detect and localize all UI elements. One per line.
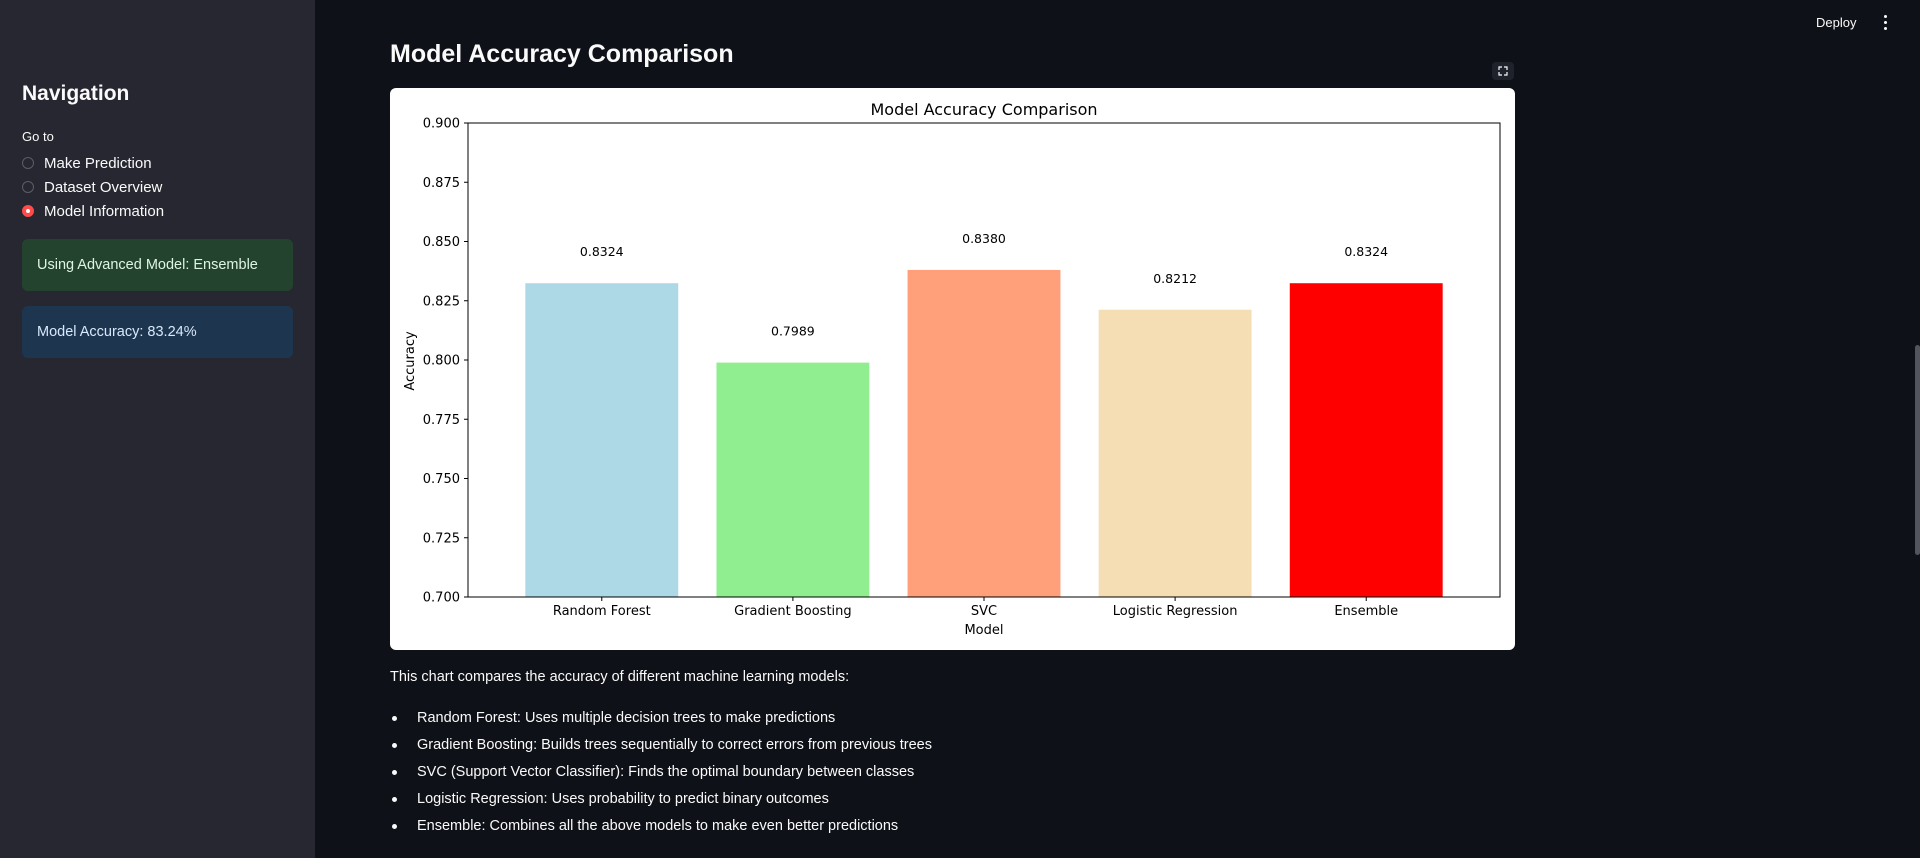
goto-label: Go to xyxy=(22,129,54,144)
radio-selected-icon xyxy=(22,205,34,217)
radio-label: Model Information xyxy=(44,202,165,220)
success-alert-text: Using Advanced Model: Ensemble xyxy=(37,257,258,273)
bar-value-label: 0.8324 xyxy=(1344,244,1388,259)
bar xyxy=(716,362,870,597)
bar-chart: Model Accuracy Comparison Model Accuracy… xyxy=(403,100,1501,638)
list-item: Random Forest: Uses multiple decision tr… xyxy=(390,705,932,732)
y-tick-label: 0.750 xyxy=(423,472,460,487)
fullscreen-icon[interactable] xyxy=(1492,62,1514,80)
scrollbar-thumb[interactable] xyxy=(1915,345,1920,555)
y-tick-label: 0.800 xyxy=(423,354,460,369)
y-tick-label: 0.825 xyxy=(423,294,460,309)
radio-label: Make Prediction xyxy=(44,154,152,172)
page-title: Model Accuracy Comparison xyxy=(390,40,734,68)
x-ticks-group: Random Forest Gradient Boosting SVC Logisti… xyxy=(553,597,1398,619)
radio-make-prediction[interactable]: Make Prediction xyxy=(22,152,152,174)
x-tick-label: Ensemble xyxy=(1334,604,1398,619)
bar xyxy=(525,283,679,597)
bar xyxy=(1098,309,1252,597)
y-tick-label: 0.900 xyxy=(423,117,460,132)
list-item: Ensemble: Combines all the above models … xyxy=(390,813,932,840)
sidebar: Navigation Go to Make Prediction Dataset… xyxy=(0,0,315,858)
info-alert-text: Model Accuracy: 83.24% xyxy=(37,324,197,340)
list-item: Gradient Boosting: Builds trees sequenti… xyxy=(390,732,932,759)
bar xyxy=(907,269,1061,597)
bar-value-label: 0.7989 xyxy=(771,324,815,339)
radio-model-information[interactable]: Model Information xyxy=(22,200,164,222)
model-description-list: Random Forest: Uses multiple decision tr… xyxy=(390,705,932,840)
sidebar-title: Navigation xyxy=(22,82,130,105)
y-tick-label: 0.875 xyxy=(423,176,460,191)
bar-value-label: 0.8380 xyxy=(962,231,1006,246)
y-tick-label: 0.700 xyxy=(423,591,460,606)
chart-card: Model Accuracy Comparison Model Accuracy… xyxy=(390,88,1515,650)
y-tick-label: 0.850 xyxy=(423,235,460,250)
radio-circle-icon xyxy=(22,181,34,193)
bar-value-label: 0.8212 xyxy=(1153,271,1197,286)
x-tick-label: Logistic Regression xyxy=(1113,604,1238,619)
x-axis-label: Model xyxy=(964,623,1003,638)
x-tick-label: SVC xyxy=(971,604,997,619)
y-tick-label: 0.775 xyxy=(423,413,460,428)
vertical-ellipsis-icon[interactable] xyxy=(1876,12,1894,32)
chart-caption: This chart compares the accuracy of diff… xyxy=(390,669,850,685)
x-tick-label: Random Forest xyxy=(553,604,651,619)
bars-group: 0.8324 0.7989 0.8380 0.8212 0.8324 xyxy=(525,231,1443,597)
bar xyxy=(1289,283,1443,597)
bar-value-label: 0.8324 xyxy=(580,244,624,259)
radio-dataset-overview[interactable]: Dataset Overview xyxy=(22,176,162,198)
list-item: SVC (Support Vector Classifier): Finds t… xyxy=(390,759,932,786)
radio-circle-icon xyxy=(22,157,34,169)
info-alert: Model Accuracy: 83.24% xyxy=(22,306,293,358)
x-tick-label: Gradient Boosting xyxy=(734,604,852,619)
chart-title: Model Accuracy Comparison xyxy=(870,100,1097,119)
y-axis-label: Accuracy xyxy=(403,331,418,391)
y-tick-label: 0.725 xyxy=(423,531,460,546)
deploy-button[interactable]: Deploy xyxy=(1816,14,1857,30)
plot-frame xyxy=(467,122,1501,598)
list-item: Logistic Regression: Uses probability to… xyxy=(390,786,932,813)
success-alert: Using Advanced Model: Ensemble xyxy=(22,239,293,291)
radio-label: Dataset Overview xyxy=(44,178,163,196)
y-ticks-group: 0.700 0.725 0.750 0.775 0.800 0.825 0.850 0.875… xyxy=(423,117,468,606)
